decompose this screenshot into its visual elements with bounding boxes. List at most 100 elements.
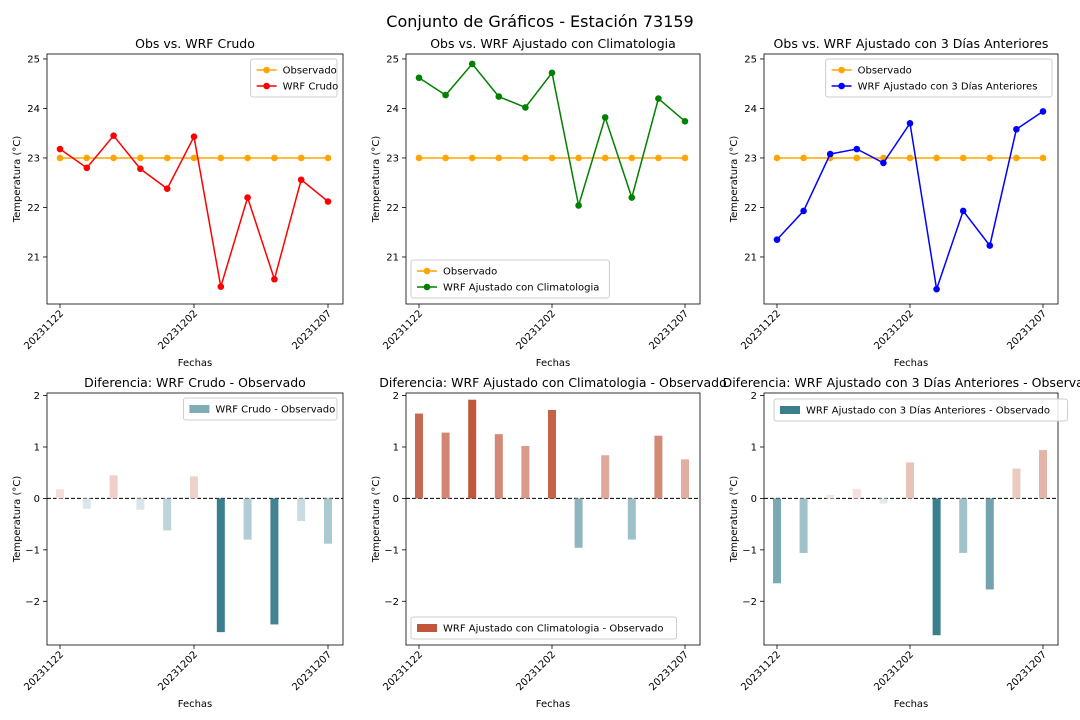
data-point [773, 236, 781, 243]
figure-suptitle: Conjunto de Gráficos - Estación 73159 [386, 12, 693, 31]
y-tick-label: 0 [34, 494, 40, 505]
data-point [110, 132, 117, 139]
data-point [655, 154, 662, 162]
panel-title: Obs vs. WRF Ajustado con 3 Días Anterior… [774, 36, 1049, 51]
panel-6: Diferencia: WRF Ajustado con 3 Días Ante… [723, 375, 1080, 710]
y-tick-label: −2 [742, 597, 757, 608]
axes-frame [763, 392, 1059, 646]
bar [82, 498, 91, 509]
x-tick-label: 20231122 [381, 649, 425, 693]
bar [521, 445, 530, 499]
x-tick-label: 20231202 [156, 649, 200, 693]
axes-frame [46, 392, 344, 646]
data-point [933, 285, 940, 293]
bar [799, 498, 808, 553]
data-point [522, 104, 529, 111]
legend-box [410, 616, 678, 640]
panel-4: Diferencia: WRF Crudo - Observado −2 −1 0 1 2… [12, 375, 344, 710]
x-tick-label: 20231207 [290, 649, 334, 693]
series-line [776, 110, 1044, 290]
data-point [1013, 154, 1020, 162]
y-tick-label: 23 [744, 153, 757, 164]
data-point [468, 154, 476, 162]
bar [56, 489, 64, 499]
data-point [880, 159, 887, 167]
data-point [800, 154, 807, 162]
data-point [244, 154, 251, 162]
legend-box [250, 58, 338, 98]
x-tick-label: 20231122 [381, 308, 425, 352]
data-point [83, 164, 91, 172]
y-axis-label: Temperatura (°C) [729, 136, 740, 224]
panel-1: Obs vs. WRF Crudo 21 22 23 24 25 20231122 20231… [12, 36, 344, 369]
data-point [110, 154, 117, 162]
y-tick-label: 24 [744, 104, 757, 115]
data-point [986, 242, 994, 249]
x-tick-label: 20231207 [290, 308, 334, 352]
y-tick-label: −1 [25, 545, 40, 556]
panel-title: Obs vs. WRF Crudo [135, 36, 255, 51]
y-tick-label: −2 [384, 597, 399, 608]
bar [773, 498, 781, 584]
data-point [655, 95, 662, 102]
legend: WRF Ajustado con 3 Días Anteriores - Obs… [773, 398, 1069, 422]
y-tick-label: −1 [384, 545, 399, 556]
axes-frame [405, 53, 701, 305]
x-tick-label: 20231207 [1005, 649, 1049, 693]
legend-box [182, 397, 338, 421]
legend: Observado WRF Ajustado con Climatologia [410, 259, 610, 299]
data-point [933, 154, 940, 162]
y-axis-label: Temperatura (°C) [729, 476, 740, 564]
data-point [1039, 108, 1047, 115]
y-tick-label: 23 [27, 153, 40, 164]
data-point [137, 165, 144, 173]
data-point [83, 154, 91, 162]
y-tick-label: −1 [742, 545, 757, 556]
legend-swatch [189, 405, 210, 413]
data-point [681, 154, 689, 162]
y-axis-label: Temperatura (°C) [371, 476, 382, 564]
y-tick-label: 25 [744, 54, 757, 65]
axes-frame [763, 53, 1059, 305]
legend-marker [263, 82, 270, 90]
x-tick-label: 20231122 [739, 649, 783, 693]
y-tick-label: 25 [386, 54, 399, 65]
x-tick-label: 20231122 [739, 308, 783, 352]
data-point [601, 114, 609, 121]
data-point [548, 69, 556, 77]
y-axis-label: Temperatura (°C) [12, 476, 23, 564]
data-point [986, 154, 994, 162]
x-axis-label: Fechas [536, 699, 571, 710]
legend-box [410, 259, 610, 299]
legend-swatch [417, 624, 437, 632]
panel-title: Diferencia: WRF Ajustado con Climatologi… [379, 375, 727, 390]
data-point [495, 154, 503, 162]
legend: WRF Crudo - Observado [182, 397, 338, 421]
data-point [190, 133, 198, 140]
panel-5: Diferencia: WRF Ajustado con Climatologi… [371, 375, 727, 710]
bar [906, 462, 914, 499]
data-point [442, 91, 449, 99]
data-point [575, 154, 582, 162]
y-axis-label: Temperatura (°C) [371, 136, 382, 224]
x-tick-label: 20231202 [872, 308, 916, 352]
data-point [163, 185, 171, 192]
y-tick-label: 21 [27, 252, 40, 263]
bar [826, 494, 835, 499]
data-point [163, 154, 171, 162]
data-point [522, 154, 529, 162]
y-tick-label: 0 [393, 494, 399, 505]
x-tick-label: 20231207 [647, 649, 691, 693]
data-point [853, 154, 861, 162]
data-point [575, 202, 582, 209]
y-tick-label: 1 [34, 443, 40, 454]
data-point [681, 118, 689, 125]
bar [959, 498, 968, 553]
data-point [495, 93, 503, 100]
legend-label: WRF Ajustado con 3 Días Anteriores [858, 81, 1038, 93]
y-tick-label: 25 [27, 54, 40, 65]
bar [494, 434, 503, 499]
x-tick-label: 20231202 [514, 649, 558, 693]
y-tick-label: 21 [744, 252, 757, 263]
bar [627, 498, 636, 540]
